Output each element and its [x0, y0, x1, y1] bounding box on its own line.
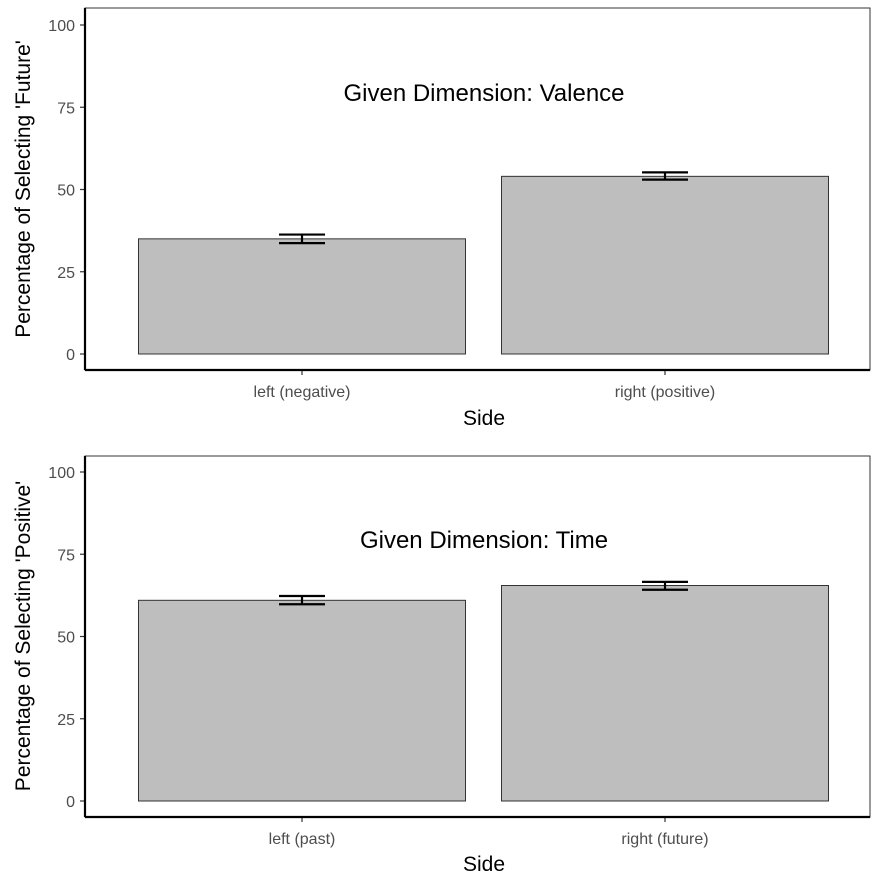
y-tick-label: 50: [57, 630, 75, 647]
y-tick-label: 0: [66, 794, 75, 811]
bars: [138, 585, 829, 802]
x-axis-title: Side: [463, 853, 505, 874]
bar-1: [501, 585, 829, 802]
x-tick-label: left (negative): [254, 384, 351, 401]
bar-1: [501, 175, 829, 355]
y-tick-label: 100: [48, 18, 75, 35]
bars: [138, 175, 829, 355]
error-bar-1: [642, 580, 688, 591]
y-axis-title: Percentage of Selecting 'Positive': [12, 481, 35, 791]
error-bar-0: [279, 233, 325, 245]
error-bar-0: [279, 594, 325, 606]
y-axis-ticks: 0 25 50 75 100: [48, 465, 85, 811]
chart-panel-time: 0 25 50 75 100 left (past) right (future) Giv…: [12, 455, 871, 874]
chart-title: Given Dimension: Valence: [343, 80, 624, 107]
x-axis-ticks: left (past) right (future): [269, 817, 709, 848]
y-tick-label: 25: [57, 265, 75, 282]
error-bars: [279, 171, 688, 245]
x-axis-title: Side: [463, 407, 505, 430]
y-tick-label: 25: [57, 712, 75, 729]
bar-0: [138, 599, 466, 802]
y-axis-title: Percentage of Selecting 'Future': [12, 40, 35, 338]
error-bars: [279, 580, 688, 606]
bar-0: [138, 238, 466, 355]
x-tick-label: right (positive): [615, 384, 715, 401]
x-tick-label: right (future): [621, 831, 708, 848]
x-axis-ticks: left (negative) right (positive): [254, 370, 715, 401]
chart-title: Given Dimension: Time: [360, 527, 608, 554]
y-tick-label: 0: [66, 347, 75, 364]
y-tick-label: 100: [48, 465, 75, 482]
y-tick-label: 50: [57, 183, 75, 200]
error-bar-1: [642, 171, 688, 181]
y-tick-label: 75: [57, 547, 75, 564]
x-tick-label: left (past): [269, 831, 336, 848]
y-axis-ticks: 0 25 50 75 100: [48, 18, 85, 364]
y-tick-label: 75: [57, 100, 75, 117]
chart-panel-valence: 0 25 50 75 100 left (negative) right (positiv…: [12, 7, 871, 430]
